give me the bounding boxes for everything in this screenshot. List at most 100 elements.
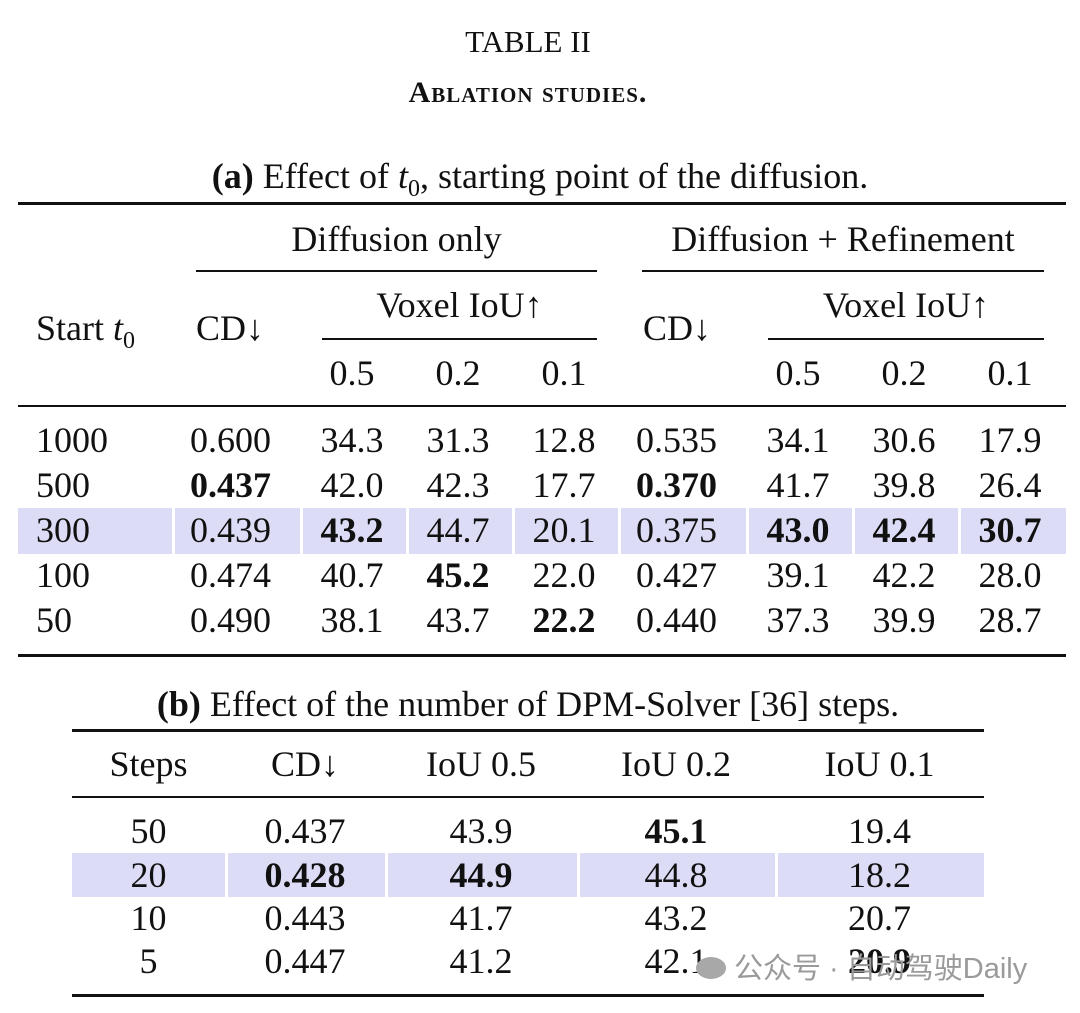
a-threshold-header: 0.1 bbox=[987, 353, 1033, 393]
b-row-steps-cell: 50 bbox=[130, 811, 167, 851]
b-highlight-separator bbox=[577, 853, 580, 897]
a-table-cell: 0.474 bbox=[190, 555, 271, 595]
a-group-left-header: Diffusion only bbox=[291, 219, 502, 259]
b-table-cell: 19.4 bbox=[848, 811, 911, 851]
b-mid-rule bbox=[72, 796, 984, 798]
a-threshold-header: 0.2 bbox=[435, 353, 481, 393]
a-row-start-cell: 100 bbox=[36, 555, 90, 595]
a-row-start-cell: 1000 bbox=[36, 420, 108, 460]
subtable-a-caption: (a) Effect of t0, starting point of the … bbox=[0, 158, 1080, 201]
a-voxel-header-left: Voxel IoU↑ bbox=[376, 285, 543, 325]
a-group-left-rule bbox=[196, 270, 597, 272]
a-highlight-separator bbox=[852, 508, 855, 554]
a-table-cell: 42.0 bbox=[320, 465, 384, 505]
a-table-cell: 45.2 bbox=[426, 555, 490, 595]
b-table-cell: 18.2 bbox=[848, 855, 911, 895]
b-highlight-row bbox=[72, 853, 984, 897]
a-row-start-cell: 500 bbox=[36, 465, 90, 505]
a-table-cell: 30.7 bbox=[978, 510, 1042, 550]
a-table-cell: 0.490 bbox=[190, 600, 271, 640]
subtable-a-label: (a) bbox=[211, 156, 254, 196]
a-table-cell: 41.7 bbox=[766, 465, 830, 505]
b-highlight-separator bbox=[385, 853, 388, 897]
b-column-header: IoU 0.5 bbox=[426, 744, 536, 784]
a-table-cell: 44.7 bbox=[426, 510, 490, 550]
a-highlight-separator bbox=[618, 508, 621, 554]
b-column-header: IoU 0.2 bbox=[621, 744, 731, 784]
b-highlight-separator bbox=[225, 853, 228, 897]
b-row-steps-cell: 10 bbox=[130, 898, 167, 938]
a-table-cell: 0.600 bbox=[190, 420, 271, 460]
a-table-cell: 0.535 bbox=[636, 420, 717, 460]
subtable-b-caption-text: Effect of the number of DPM-Solver [36] … bbox=[209, 684, 900, 724]
a-start-header: Start t0 bbox=[36, 310, 135, 353]
a-table-cell: 30.6 bbox=[872, 420, 936, 460]
b-column-header: Steps bbox=[109, 744, 188, 784]
a-mid-rule bbox=[18, 405, 1066, 407]
a-table-cell: 42.4 bbox=[872, 510, 936, 550]
a-group-right-header: Diffusion + Refinement bbox=[671, 219, 1015, 259]
b-table-cell: 0.437 bbox=[264, 811, 346, 851]
b-top-rule bbox=[72, 729, 984, 732]
b-table-cell: 0.428 bbox=[264, 855, 346, 895]
a-table-cell: 38.1 bbox=[320, 600, 384, 640]
a-table-cell: 43.2 bbox=[320, 510, 384, 550]
a-table-cell: 43.0 bbox=[766, 510, 830, 550]
table-number: TABLE II bbox=[465, 24, 591, 59]
a-table-cell: 0.375 bbox=[636, 510, 717, 550]
a-table-cell: 17.7 bbox=[532, 465, 596, 505]
a-table-cell: 39.8 bbox=[872, 465, 936, 505]
b-table-cell: 41.7 bbox=[449, 898, 513, 938]
b-table-cell: 43.9 bbox=[449, 811, 513, 851]
b-table-cell: 0.443 bbox=[264, 898, 346, 938]
watermark-text: 公众号 · 自动驾驶Daily bbox=[734, 953, 1028, 985]
a-table-cell: 40.7 bbox=[320, 555, 384, 595]
watermark-logo-icon bbox=[696, 957, 726, 979]
a-bottom-rule bbox=[18, 654, 1066, 657]
a-table-cell: 39.9 bbox=[872, 600, 936, 640]
subtable-b-label: (b) bbox=[156, 684, 201, 724]
a-table-cell: 42.2 bbox=[872, 555, 936, 595]
a-row-start-cell: 300 bbox=[36, 510, 90, 550]
a-table-cell: 34.1 bbox=[766, 420, 830, 460]
a-start-label: Start bbox=[36, 308, 104, 348]
a-table-cell: 20.1 bbox=[532, 510, 596, 550]
a-table-cell: 34.3 bbox=[320, 420, 384, 460]
a-table-cell: 42.3 bbox=[426, 465, 490, 505]
a-table-cell: 37.3 bbox=[766, 600, 830, 640]
b-bottom-rule bbox=[72, 994, 984, 997]
a-table-cell: 0.427 bbox=[636, 555, 717, 595]
b-column-header: IoU 0.1 bbox=[824, 744, 935, 784]
a-start-sub: 0 bbox=[123, 328, 136, 355]
b-table-cell: 44.8 bbox=[644, 855, 708, 895]
a-table-cell: 28.7 bbox=[978, 600, 1042, 640]
b-row-steps-cell: 5 bbox=[139, 941, 158, 981]
table-caption: Ablation studies. bbox=[408, 76, 648, 109]
a-table-cell: 0.439 bbox=[190, 510, 271, 550]
a-highlight-separator bbox=[512, 508, 515, 554]
a-group-right-rule bbox=[642, 270, 1044, 272]
a-table-cell: 43.7 bbox=[426, 600, 490, 640]
b-row-steps-cell: 20 bbox=[130, 855, 167, 895]
a-threshold-header: 0.5 bbox=[775, 353, 821, 393]
a-voxel-right-rule bbox=[768, 338, 1044, 340]
a-table-cell: 0.440 bbox=[636, 600, 717, 640]
b-table-cell: 41.2 bbox=[449, 941, 513, 981]
a-highlight-separator bbox=[406, 508, 409, 554]
b-table-cell: 45.1 bbox=[644, 811, 708, 851]
a-table-cell: 31.3 bbox=[426, 420, 490, 460]
a-threshold-header: 0.1 bbox=[541, 353, 587, 393]
subtable-a-caption-sub: 0 bbox=[407, 176, 420, 203]
a-table-cell: 39.1 bbox=[766, 555, 830, 595]
a-threshold-header: 0.5 bbox=[329, 353, 375, 393]
a-start-var: t bbox=[113, 308, 124, 348]
a-table-cell: 17.9 bbox=[978, 420, 1042, 460]
b-table-cell: 0.447 bbox=[264, 941, 346, 981]
b-column-header: CD↓ bbox=[270, 744, 339, 784]
a-table-cell: 22.2 bbox=[532, 600, 596, 640]
b-highlight-separator bbox=[775, 853, 778, 897]
subtable-a-caption-after: , starting point of the diffusion. bbox=[419, 156, 869, 196]
b-table-cell: 43.2 bbox=[644, 898, 708, 938]
a-highlight-row bbox=[18, 508, 1066, 554]
a-voxel-header-right: Voxel IoU↑ bbox=[822, 285, 990, 325]
